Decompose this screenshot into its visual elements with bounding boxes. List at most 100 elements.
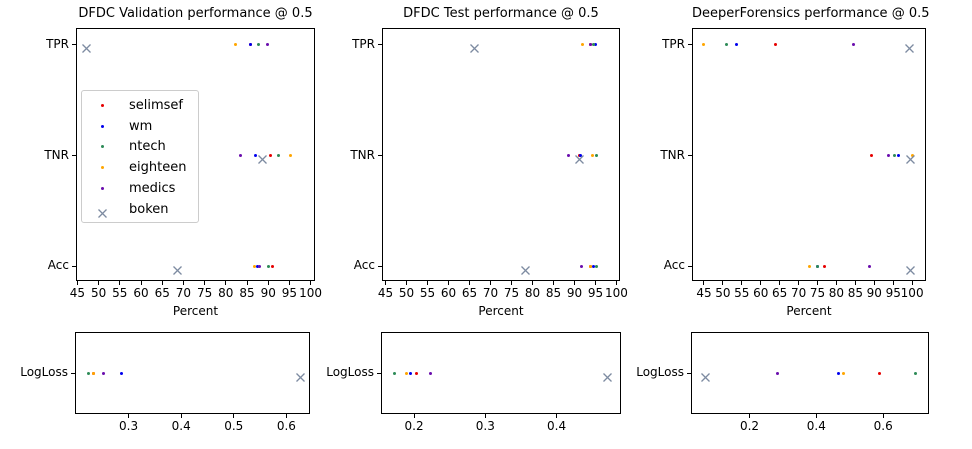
- data-point-boken-x-icon: [295, 368, 306, 382]
- data-point-medics: [257, 264, 261, 268]
- x-tick-label: 90: [566, 286, 583, 300]
- data-point-medics: [851, 43, 855, 47]
- x-tick: [531, 281, 533, 285]
- y-tick-label: Acc: [353, 258, 375, 273]
- x-tick-label: 75: [196, 286, 213, 300]
- x-tick-label: 0.4: [806, 419, 826, 433]
- x-tick: [815, 414, 817, 418]
- x-axis-label-1: Percent: [478, 304, 524, 318]
- data-point-wm: [253, 154, 257, 157]
- data-point-medics: [589, 43, 593, 47]
- x-tick: [128, 414, 130, 418]
- axes-5: 0.2 0.4 0.6 LogLoss: [636, 332, 929, 433]
- x-tick-label: 100: [299, 286, 323, 300]
- legend-dot-glyph: [101, 166, 104, 170]
- x-tick: [798, 281, 800, 285]
- x-tick: [573, 281, 575, 285]
- chart-title-2: DeeperForensics performance @ 0.5: [692, 6, 930, 21]
- legend-dot-glyph: [101, 145, 104, 149]
- x-tick: [594, 281, 596, 285]
- y-tick-label: TNR: [44, 147, 69, 162]
- data-point-selimsef: [270, 264, 274, 268]
- axes-2: 45 50 55 60 65 70 75 80 85 90 95 100 TPR TNR Acc: [660, 28, 926, 300]
- data-point-boken-x-icon: [257, 150, 268, 164]
- y-tick-label: Acc: [663, 258, 685, 273]
- x-tick: [76, 281, 78, 285]
- legend-label: eighteen: [129, 160, 187, 176]
- data-point-boken-x-icon: [469, 39, 480, 54]
- data-point-ntech: [914, 371, 918, 375]
- x-tick-label: 0.4: [547, 419, 567, 433]
- y-tick-label: TPR: [352, 36, 375, 51]
- data-point-wm: [255, 264, 259, 268]
- data-point-ntech: [591, 43, 595, 47]
- x-tick-label: 100: [605, 286, 628, 300]
- y-tick: [688, 44, 692, 46]
- x-tick-label: 75: [503, 286, 520, 300]
- x-tick-label: 55: [734, 286, 750, 300]
- legend-label: ntech: [129, 139, 166, 155]
- x-tick: [911, 281, 913, 285]
- x-tick: [182, 281, 184, 285]
- data-point-medics: [266, 43, 270, 47]
- x-tick: [490, 281, 491, 285]
- x-tick-label: 85: [545, 286, 562, 300]
- y-tick: [377, 372, 381, 374]
- x-tick-label: 65: [772, 286, 788, 300]
- data-point-medics: [868, 264, 872, 268]
- y-tick-label: TPR: [662, 36, 685, 51]
- x-tick: [854, 281, 856, 285]
- y-tick: [71, 372, 75, 374]
- x-tick-label: 60: [440, 286, 457, 300]
- data-point-boken-x-icon: [172, 261, 183, 275]
- x-tick-label: 95: [281, 286, 298, 300]
- x-tick: [385, 281, 387, 285]
- data-point-ntech: [256, 43, 260, 47]
- legend-item-selimsef: selimsef: [82, 95, 198, 116]
- data-point-eighteen: [591, 154, 595, 157]
- x-tick: [817, 281, 818, 285]
- y-tick: [687, 372, 691, 374]
- x-tick-label: 60: [753, 286, 769, 300]
- x-tick: [233, 414, 235, 418]
- x-tick-label: 50: [398, 286, 415, 300]
- x-axis-label-0: Percent: [172, 304, 219, 318]
- data-point-ntech: [277, 154, 281, 157]
- x-tick-label: 45: [696, 286, 712, 300]
- x-tick: [246, 281, 248, 285]
- y-tick-label: LogLoss: [636, 365, 684, 379]
- x-tick-label: 95: [587, 286, 604, 300]
- x-tick: [225, 281, 227, 285]
- x-tick-label: 0.2: [404, 419, 424, 433]
- data-point-wm: [594, 43, 598, 47]
- data-point-eighteen: [910, 154, 914, 157]
- x-tick-label: 0.3: [475, 419, 495, 433]
- x-tick: [552, 281, 554, 285]
- x-tick: [161, 281, 163, 285]
- data-point-boken-x-icon: [904, 39, 915, 54]
- x-tick-label: 90: [260, 286, 276, 300]
- chart-title-0: DFDC Validation performance @ 0.5: [78, 6, 313, 21]
- x-tick: [741, 281, 743, 285]
- data-point-ntech: [86, 371, 90, 375]
- axes-0: 45 50 55 60 65 70 75 80 85 90 95 100 TPR TNR Acc selims…: [44, 28, 322, 300]
- legend-item-boken: boken: [82, 199, 198, 220]
- y-tick: [72, 155, 76, 156]
- data-point-selimsef: [878, 371, 882, 375]
- data-point-medics: [101, 371, 105, 375]
- data-point-wm: [248, 43, 252, 47]
- legend-label: boken: [129, 201, 169, 217]
- data-point-eighteen: [841, 371, 845, 375]
- x-tick-label: 100: [900, 286, 924, 300]
- legend-marker-medics-dot-icon: [95, 178, 113, 199]
- data-point-selimsef: [822, 264, 826, 268]
- data-point-boken-x-icon: [700, 368, 711, 382]
- x-tick-label: 85: [847, 286, 863, 300]
- legend-item-ntech: ntech: [82, 136, 198, 157]
- y-tick-label: LogLoss: [326, 365, 374, 379]
- x-tick-label: 55: [419, 286, 436, 300]
- data-point-wm: [591, 264, 595, 268]
- data-point-wm: [119, 371, 123, 375]
- data-point-wm: [409, 371, 412, 375]
- legend-label: wm: [129, 118, 153, 134]
